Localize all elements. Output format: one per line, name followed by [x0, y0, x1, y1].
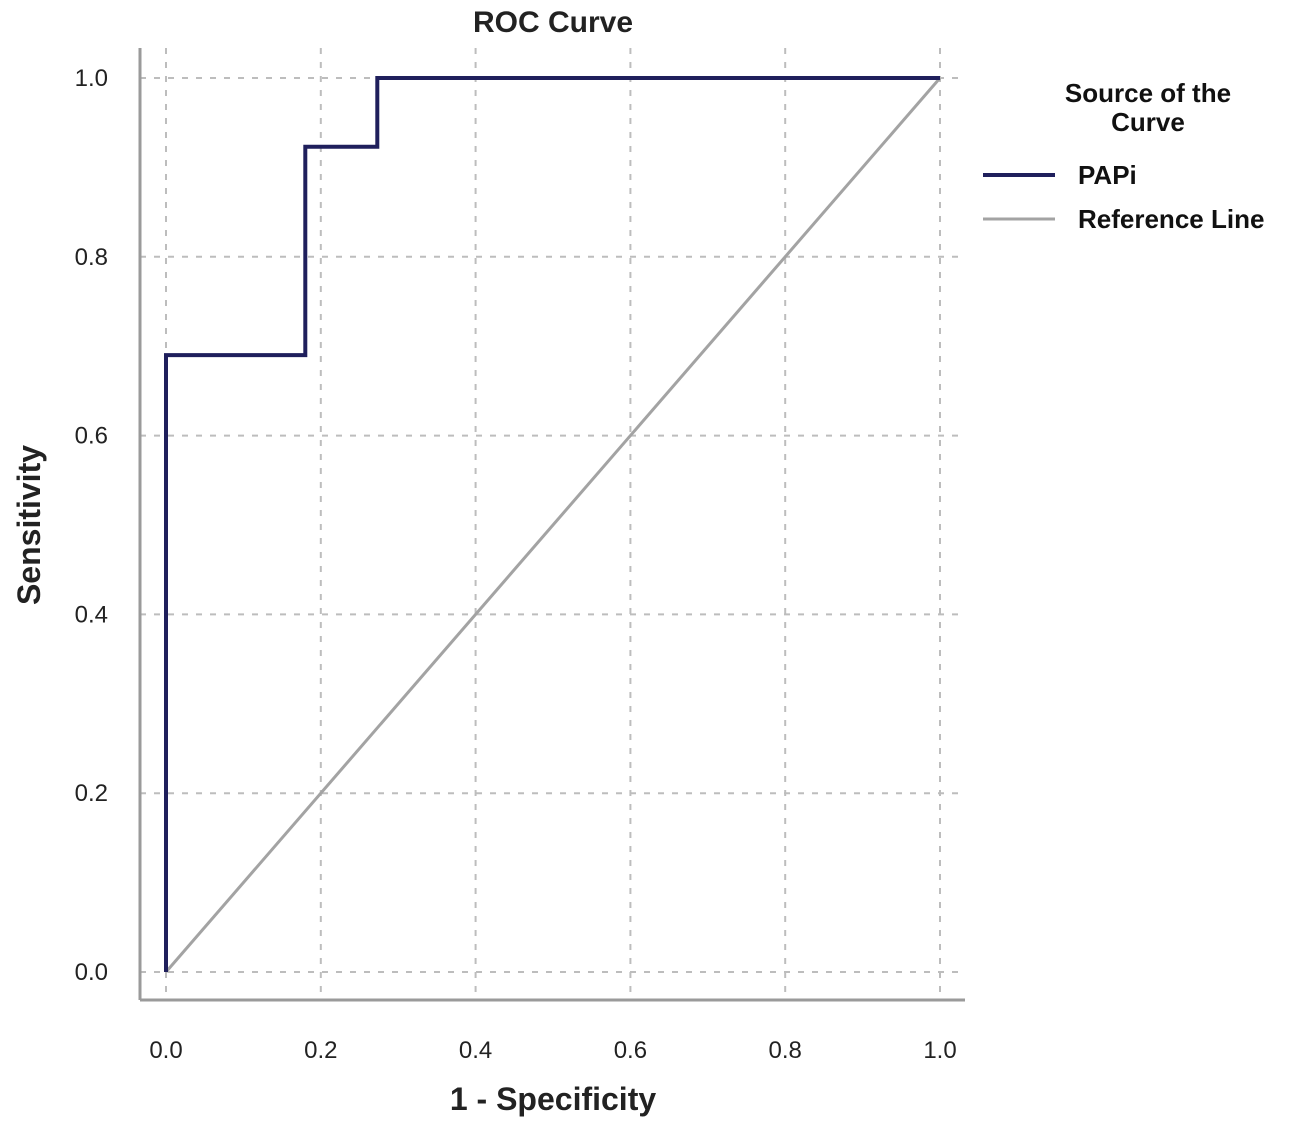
legend: Source of the Curve PAPi Reference Line	[983, 78, 1264, 234]
legend-label-reference-line: Reference Line	[1078, 204, 1264, 234]
legend-title-line-2: Curve	[1111, 107, 1185, 137]
y-tick-label: 0.0	[75, 959, 108, 986]
x-axis-label: 1 - Specificity	[450, 1081, 657, 1117]
series-line-papi	[164, 76, 940, 972]
legend-label-papi: PAPi	[1078, 160, 1137, 190]
y-tick-label: 1.0	[75, 65, 108, 92]
y-tick-label: 0.8	[75, 244, 108, 271]
y-tick-labels: 0.0 0.2 0.4 0.6 0.8 1.0	[75, 65, 108, 986]
x-tick-label: 0.4	[459, 1037, 492, 1064]
x-tick-label: 0.6	[614, 1037, 647, 1064]
series-line-reference-line	[164, 77, 942, 973]
x-tick-label: 0.8	[769, 1037, 802, 1064]
y-axis-label: Sensitivity	[11, 445, 47, 605]
y-tick-label: 0.6	[75, 423, 108, 450]
x-tick-labels: 0.0 0.2 0.4 0.6 0.8 1.0	[149, 1037, 956, 1064]
y-tick-label: 0.4	[75, 601, 108, 628]
x-tick-label: 1.0	[923, 1037, 956, 1064]
x-tick-label: 0.2	[304, 1037, 337, 1064]
legend-entries: PAPi Reference Line	[983, 160, 1264, 234]
x-tick-label: 0.0	[149, 1037, 182, 1064]
series-lines	[164, 76, 942, 973]
y-tick-label: 0.2	[75, 780, 108, 807]
chart-title: ROC Curve	[473, 6, 633, 39]
legend-title-line-1: Source of the	[1065, 78, 1231, 108]
